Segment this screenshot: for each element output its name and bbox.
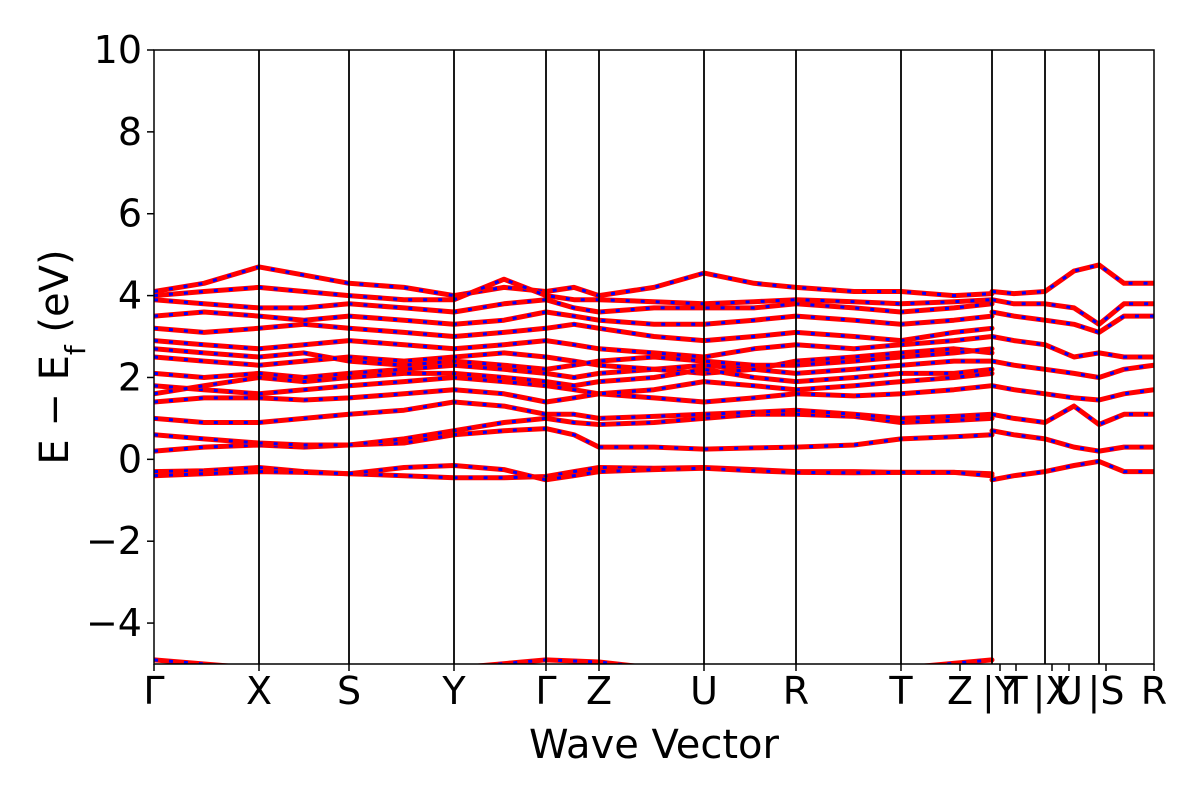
band-line-25 <box>989 262 1154 297</box>
band-dash-9 <box>154 347 993 375</box>
x-tick-label-14: |S <box>1088 669 1125 714</box>
band-line-11 <box>154 321 995 344</box>
band-line-20 <box>989 403 1154 427</box>
band-line-23 <box>989 334 1154 360</box>
band-line-3 <box>154 426 995 454</box>
x-tick-label-0: Γ <box>143 669 164 713</box>
plot-frame <box>153 49 1155 665</box>
x-axis-label: Wave Vector <box>529 722 780 768</box>
x-tick-label-3: Y <box>441 669 466 713</box>
y-tick-label-3: 2 <box>118 355 142 399</box>
y-tick-label-2: 0 <box>118 437 142 481</box>
band-line-22 <box>989 358 1154 380</box>
high-symmetry-lines <box>258 50 1100 664</box>
x-tick-label-5: Z <box>586 669 612 713</box>
band-line-21 <box>989 383 1154 403</box>
x-tick-label-9: Z <box>947 669 973 713</box>
band-line-24 <box>989 309 1154 335</box>
y-tick-label-4: 4 <box>118 274 142 318</box>
band-dash-23 <box>991 335 1154 359</box>
x-tick-label-2: S <box>337 669 361 713</box>
band-dash-2 <box>154 463 993 482</box>
x-tick-label-7: R <box>783 669 809 713</box>
band-dash-7 <box>154 371 993 396</box>
band-dash-12 <box>154 310 993 326</box>
y-tick-label-6: 8 <box>118 110 142 154</box>
band-dash-13 <box>154 298 993 314</box>
x-tick-label-4: Γ <box>535 669 556 713</box>
x-tick-label-12: |X <box>1033 669 1072 714</box>
band-dash-14 <box>154 265 993 298</box>
band-dash-6 <box>154 384 993 404</box>
band-dash-17 <box>154 367 993 396</box>
y-axis-ticks: −4 −2 0 2 4 6 8 10 <box>86 28 154 645</box>
x-tick-label-8: T <box>888 669 913 713</box>
y-axis-label: E − Ef (eV) <box>32 249 92 464</box>
band-dash-11 <box>154 322 993 343</box>
band-dash-15 <box>154 277 993 306</box>
band-dash-16 <box>154 347 993 371</box>
y-tick-label-1: −2 <box>86 519 142 563</box>
band-line-26 <box>989 297 1154 327</box>
band-line-27 <box>154 657 995 664</box>
y-tick-label-7: 10 <box>94 28 142 72</box>
band-line-19 <box>989 428 1154 454</box>
band-dash-18 <box>991 459 1154 482</box>
band-dash-10 <box>154 335 993 359</box>
band-dash-5 <box>154 400 993 424</box>
x-tick-label-15: R <box>1141 669 1167 713</box>
band-dash-8 <box>154 359 992 380</box>
bands-layer <box>154 262 1154 664</box>
y-tick-label-5: 6 <box>118 192 142 236</box>
x-axis-ticks: Γ X S Y Γ Z U R T Z |YT |XU |S R <box>143 664 1167 714</box>
x-tick-label-11: T <box>1003 669 1028 713</box>
x-tick-label-13: U <box>1055 669 1083 713</box>
x-tick-label-6: U <box>690 669 718 713</box>
x-tick-label-10: |Y <box>982 669 1019 714</box>
y-tick-label-0: −4 <box>86 601 142 645</box>
x-tick-label-1: X <box>246 669 272 713</box>
band-dash-4 <box>154 412 993 447</box>
band-line-18 <box>989 458 1154 483</box>
